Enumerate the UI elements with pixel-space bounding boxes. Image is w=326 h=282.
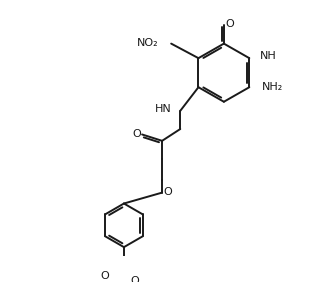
Text: NH: NH [260,51,277,61]
Text: O: O [132,129,141,138]
Text: NO₂: NO₂ [137,38,158,48]
Text: O: O [225,19,234,28]
Text: HN: HN [155,104,171,114]
Text: O: O [163,187,172,197]
Text: O: O [130,276,139,282]
Text: O: O [100,271,109,281]
Text: NH₂: NH₂ [262,82,283,92]
